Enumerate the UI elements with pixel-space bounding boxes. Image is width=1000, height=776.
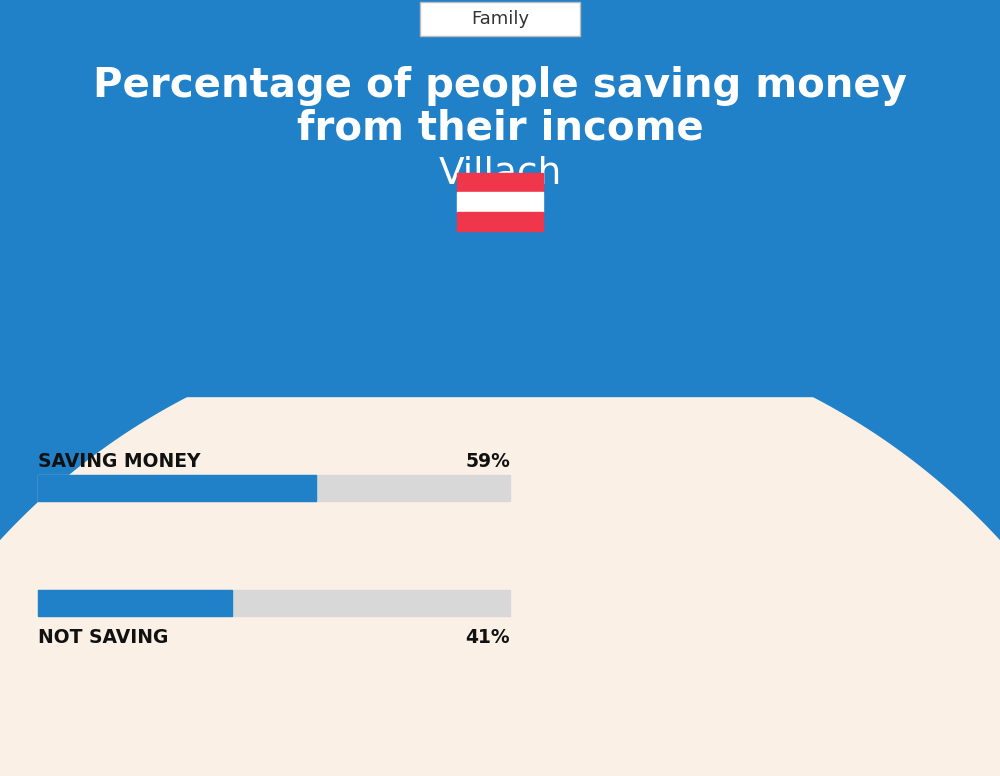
Text: NOT SAVING: NOT SAVING (38, 628, 168, 647)
Text: from their income: from their income (297, 108, 703, 148)
Text: Percentage of people saving money: Percentage of people saving money (93, 66, 907, 106)
Text: 41%: 41% (465, 628, 510, 647)
Bar (457, 212, 543, 231)
Text: Family: Family (471, 10, 529, 28)
Text: Villach: Villach (438, 155, 562, 191)
Bar (38, 475, 510, 501)
Bar (38, 475, 316, 501)
Bar (0, 0, 1000, 396)
Bar (38, 590, 510, 616)
Bar (38, 590, 232, 616)
Text: 59%: 59% (465, 452, 510, 471)
Bar (457, 173, 543, 192)
Text: SAVING MONEY: SAVING MONEY (38, 452, 200, 471)
Bar (457, 192, 543, 212)
FancyBboxPatch shape (420, 2, 580, 36)
